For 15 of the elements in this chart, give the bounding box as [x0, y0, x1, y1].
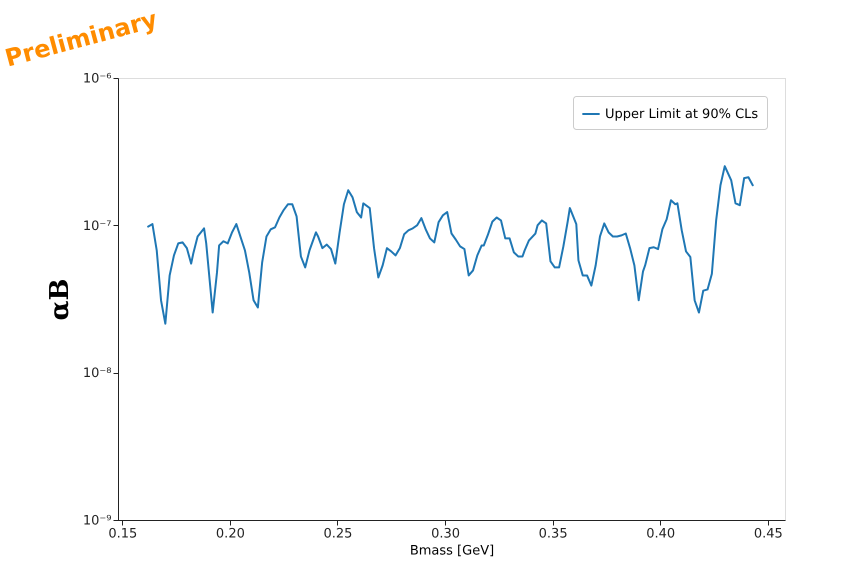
x-tick-label: 0.30 [431, 526, 460, 542]
x-tick-label: 0.15 [108, 526, 138, 542]
x-axis-title: Bmass [GeV] [410, 544, 494, 558]
y-tick-label: 10⁻⁸ [82, 366, 112, 382]
y-tick-label: 10⁻⁶ [82, 72, 112, 86]
line-series [147, 165, 754, 325]
y-axis-title: αB [44, 278, 75, 320]
x-tick-label: 0.45 [754, 526, 783, 542]
x-tick-label: 0.35 [538, 526, 568, 542]
x-tick-label: 0.40 [646, 526, 676, 542]
y-tick-label: 10⁻⁷ [82, 218, 112, 234]
x-tick-label: 0.20 [216, 526, 245, 542]
legend-label: Upper Limit at 90% CLs [605, 107, 758, 122]
x-tick-label: 0.25 [323, 526, 352, 542]
y-tick-label: 10⁻⁹ [82, 514, 112, 528]
